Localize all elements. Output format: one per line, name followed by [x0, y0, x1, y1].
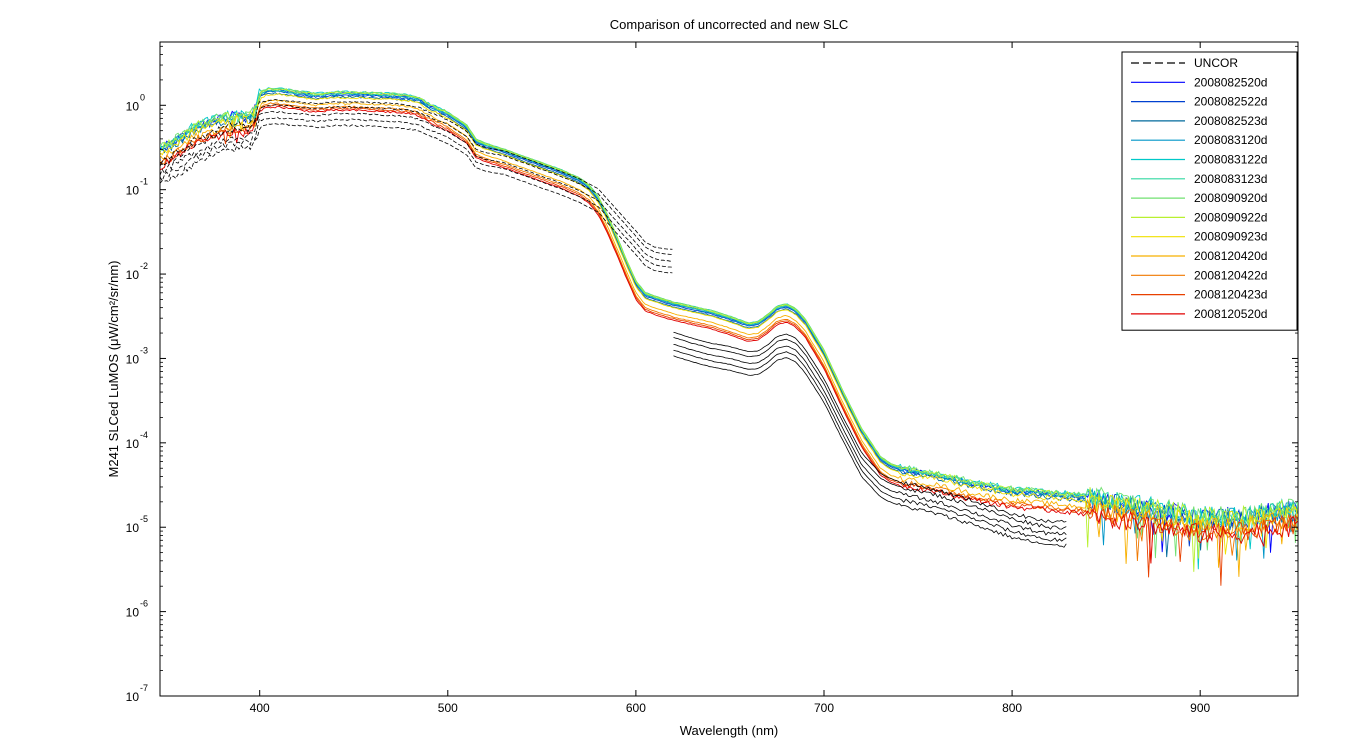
- y-tick-label: 10: [126, 184, 140, 198]
- legend-label: 2008090922d: [1194, 210, 1267, 224]
- legend-label: 2008090920d: [1194, 191, 1267, 205]
- x-tick-label: 600: [626, 701, 646, 715]
- y-tick-label: 10: [126, 268, 140, 282]
- y-tick-label: 10: [126, 352, 140, 366]
- legend-label: 2008090923d: [1194, 230, 1267, 244]
- series-line-2008120420d: [160, 99, 1298, 577]
- legend-label: 2008082523d: [1194, 114, 1267, 128]
- x-tick-label: 800: [1002, 701, 1022, 715]
- series-line-UNCOR-3: [160, 123, 673, 274]
- legend: UNCOR 2008082520d 2008082522d 2008082523d 20…: [1121, 51, 1298, 331]
- x-tick-label: 700: [814, 701, 834, 715]
- x-tick-label: 500: [438, 701, 458, 715]
- y-tick-label: 10: [126, 437, 140, 451]
- series-line-UNCOR-red-0: [673, 337, 1067, 530]
- y-tick-exponent: -6: [140, 599, 148, 609]
- y-tick-exponent: -3: [140, 345, 148, 355]
- series-line-UNCOR-red-4: [673, 331, 1067, 524]
- plot-area: [159, 41, 1299, 697]
- x-tick-label: 400: [250, 701, 270, 715]
- y-tick-exponent: 0: [140, 92, 145, 102]
- y-axis-title: M241 SLCed LuMOS (μW/cm²/sr/nm): [106, 261, 121, 478]
- x-axis-title: Wavelength (nm): [680, 723, 779, 738]
- series-line-UNCOR-2: [160, 116, 673, 268]
- y-tick-label: 10: [126, 606, 140, 620]
- series-line-2008120520d: [160, 105, 1298, 564]
- x-tick-label: 900: [1190, 701, 1210, 715]
- y-tick-label: 10: [126, 690, 140, 704]
- series-line-UNCOR-red-1: [673, 344, 1067, 536]
- series-line-2008090922d: [160, 88, 1298, 572]
- series-line-UNCOR-red-3: [673, 355, 1067, 548]
- y-tick-exponent: -2: [140, 261, 148, 271]
- legend-label: 2008120423d: [1194, 288, 1267, 302]
- series-line-UNCOR-1: [160, 111, 673, 262]
- y-tick-label: 10: [126, 99, 140, 113]
- legend-label: 2008120420d: [1194, 249, 1267, 263]
- y-tick-label: 10: [126, 521, 140, 535]
- legend-label: 2008082520d: [1194, 75, 1267, 89]
- legend-label: 2008083120d: [1194, 133, 1267, 147]
- series-line-UNCOR-4: [160, 99, 673, 250]
- chart-title: Comparison of uncorrected and new SLC: [610, 17, 848, 32]
- axes-layer: 400 500 600 700 800 90010010-110-210-310-410-…: [126, 42, 1298, 715]
- y-tick-exponent: -7: [140, 683, 148, 693]
- series-line-2008120423d: [160, 104, 1298, 586]
- series-layer: [160, 87, 1298, 586]
- legend-label: UNCOR: [1194, 56, 1238, 70]
- legend-label: 2008083122d: [1194, 153, 1267, 167]
- y-tick-exponent: -1: [140, 177, 148, 187]
- y-tick-exponent: -5: [140, 514, 148, 524]
- legend-label: 2008120520d: [1194, 307, 1267, 321]
- series-line-UNCOR-0: [160, 104, 673, 255]
- legend-box: [1121, 51, 1298, 331]
- legend-label: 2008082522d: [1194, 95, 1267, 109]
- series-line-2008083123d: [160, 89, 1298, 532]
- legend-label: 2008120422d: [1194, 268, 1267, 282]
- series-line-UNCOR-red-2: [673, 349, 1067, 543]
- legend-label: 2008083123d: [1194, 172, 1267, 186]
- y-tick-exponent: -4: [140, 430, 148, 440]
